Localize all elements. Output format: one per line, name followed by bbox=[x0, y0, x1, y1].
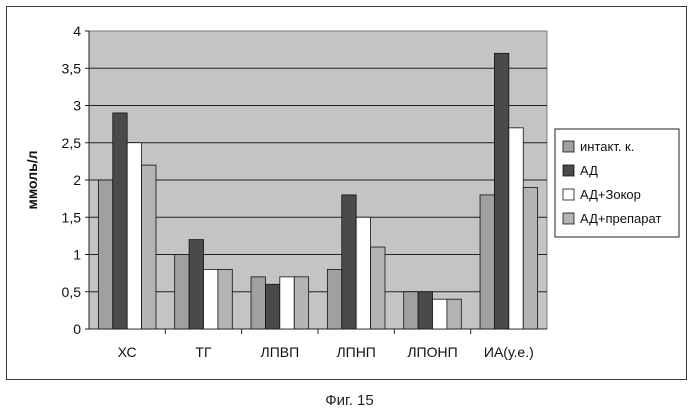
bar-chart: 0 0,5 1 1,5 2 2,5 3 3,5 4 ХС ТГ ЛПВП ЛПНП ЛПОНП ИА(у.е… bbox=[7, 7, 688, 381]
y-tick-label: 0,5 bbox=[62, 284, 82, 300]
legend-swatch bbox=[563, 189, 574, 200]
x-tick-label: ХС bbox=[118, 344, 137, 360]
bar bbox=[523, 187, 537, 329]
bar bbox=[294, 277, 308, 329]
bar bbox=[98, 180, 112, 329]
bar bbox=[509, 128, 523, 329]
y-tick-label: 0 bbox=[73, 321, 81, 337]
figure-caption: Фиг. 15 bbox=[0, 392, 699, 409]
x-tick-label: ЛПОНП bbox=[407, 344, 457, 360]
bar bbox=[189, 240, 203, 329]
bar bbox=[433, 299, 447, 329]
bar bbox=[447, 299, 461, 329]
y-tick-label: 2 bbox=[73, 172, 81, 188]
bar bbox=[342, 195, 356, 329]
bar bbox=[175, 255, 189, 330]
bar bbox=[418, 292, 432, 329]
legend-label: АД bbox=[580, 163, 598, 178]
legend-label: АД+Зокор bbox=[580, 187, 641, 202]
y-axis-title: ммоль/л bbox=[24, 150, 40, 209]
bar bbox=[371, 247, 385, 329]
bar bbox=[204, 269, 218, 329]
chart-frame: 0 0,5 1 1,5 2 2,5 3 3,5 4 ХС ТГ ЛПВП ЛПНП ЛПОНП ИА(у.е… bbox=[6, 6, 687, 380]
legend-swatch bbox=[563, 165, 574, 176]
x-tick-label: ЛПНП bbox=[336, 344, 375, 360]
x-tick-label: ТГ bbox=[195, 344, 212, 360]
bar bbox=[265, 284, 279, 329]
bar bbox=[280, 277, 294, 329]
bar bbox=[480, 195, 494, 329]
bar bbox=[142, 165, 156, 329]
x-tick-label: ИА(у.е.) bbox=[484, 344, 534, 360]
legend-swatch bbox=[563, 141, 574, 152]
x-tick-label: ЛПВП bbox=[261, 344, 300, 360]
bar bbox=[127, 143, 141, 329]
bar bbox=[494, 53, 508, 329]
y-tick-label: 4 bbox=[73, 23, 81, 39]
y-tick-label: 1 bbox=[73, 247, 81, 263]
y-tick-label: 2,5 bbox=[62, 135, 82, 151]
y-tick-label: 3,5 bbox=[62, 60, 82, 76]
bar bbox=[327, 269, 341, 329]
bar bbox=[113, 113, 127, 329]
bar bbox=[404, 292, 418, 329]
legend-label: АД+препарат bbox=[580, 211, 661, 226]
y-tick-label: 3 bbox=[73, 98, 81, 114]
legend-label: интакт. к. bbox=[580, 139, 634, 154]
y-tick-label: 1,5 bbox=[62, 209, 82, 225]
bar bbox=[356, 217, 370, 329]
legend-swatch bbox=[563, 213, 574, 224]
bar bbox=[251, 277, 265, 329]
bar bbox=[218, 269, 232, 329]
